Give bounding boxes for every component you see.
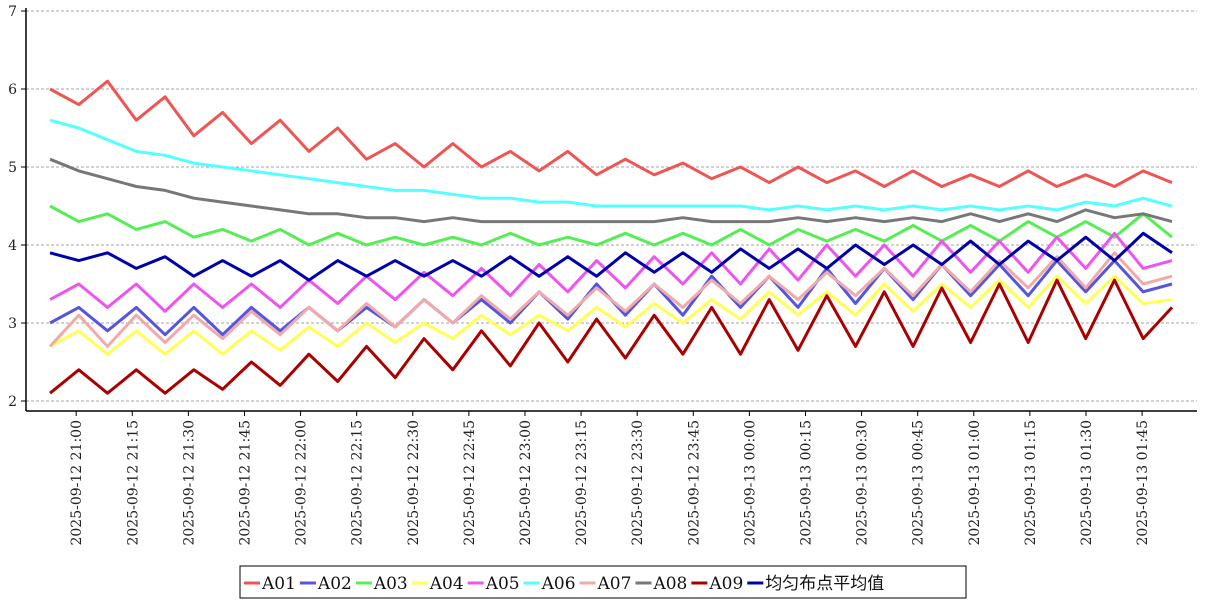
x-tick-label: 2025-09-12 23:00 (518, 420, 534, 546)
x-tick-label: 2025-09-13 00:30 (855, 420, 871, 546)
legend-label: A09 (708, 574, 743, 594)
axes (25, 8, 1197, 412)
y-tick-label: 4 (8, 238, 17, 254)
y-tick-label: 2 (8, 394, 17, 410)
legend-label: A05 (485, 574, 520, 594)
series-lines (48, 79, 1174, 395)
series-line-7 (49, 157, 1173, 224)
legend: A01 A02 A03 A04 A05 A06 A07 A08 A09 均匀布点平均值 (239, 565, 967, 599)
x-tick-label: 2025-09-13 01:15 (1023, 420, 1039, 546)
x-tick-label: 2025-09-12 22:15 (350, 420, 366, 546)
legend-label: A08 (652, 574, 687, 594)
series-line-8 (49, 278, 1174, 395)
legend-label: A06 (541, 574, 576, 594)
x-tick-label: 2025-09-12 23:15 (574, 420, 590, 546)
y-tick-label: 3 (8, 316, 17, 332)
x-tick-label: 2025-09-12 23:30 (630, 420, 646, 546)
y-tick-label: 6 (8, 82, 17, 98)
x-tick-label: 2025-09-12 22:00 (294, 420, 310, 546)
series-line-1 (49, 259, 1173, 337)
x-tick-label: 2025-09-13 00:15 (798, 420, 814, 546)
x-tick-label: 2025-09-12 21:45 (237, 420, 253, 546)
x-tick-label: 2025-09-12 21:15 (125, 420, 141, 546)
x-tick-label: 2025-09-12 22:30 (406, 420, 422, 546)
series-line-4 (49, 231, 1173, 313)
legend-label: A02 (317, 574, 352, 594)
legend-label: A03 (373, 574, 408, 594)
y-tick-labels: 2 3 4 5 6 7 (8, 4, 26, 410)
series-line-2 (49, 204, 1173, 247)
series-line-5 (49, 118, 1173, 212)
legend-label: A01 (261, 574, 296, 594)
series-line-9 (49, 231, 1173, 282)
y-tick-label: 5 (8, 160, 17, 176)
x-tick-labels: 2025-09-12 21:00 2025-09-12 21:15 2025-09-… (69, 411, 1151, 546)
x-tick-label: 2025-09-12 22:45 (462, 420, 478, 546)
x-tick-label: 2025-09-12 23:45 (686, 420, 702, 546)
series-line-3 (49, 274, 1173, 356)
legend-label: 均匀布点平均值 (765, 574, 884, 594)
x-tick-label: 2025-09-13 00:00 (742, 420, 758, 546)
x-tick-label: 2025-09-13 01:30 (1079, 420, 1095, 546)
series-line-6 (48, 251, 1173, 348)
x-tick-label: 2025-09-12 21:00 (69, 420, 85, 546)
legend-label: A04 (429, 574, 464, 594)
series-line-0 (49, 79, 1173, 188)
legend-label: A07 (597, 574, 632, 594)
x-tick-label: 2025-09-13 00:45 (911, 420, 927, 546)
x-tick-label: 2025-09-13 01:00 (967, 420, 983, 546)
x-tick-label: 2025-09-12 21:30 (181, 420, 197, 546)
y-tick-label: 7 (8, 4, 17, 20)
x-tick-label: 2025-09-13 01:45 (1135, 420, 1151, 546)
